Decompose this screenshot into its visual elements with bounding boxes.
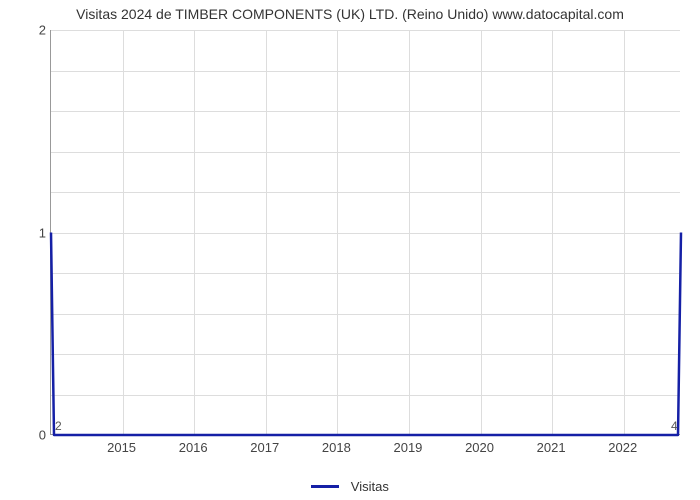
x-tick-label: 2019	[393, 440, 422, 455]
y-tick-label: 2	[28, 23, 46, 38]
y-tick-label: 0	[28, 428, 46, 443]
x-tick-label: 2022	[608, 440, 637, 455]
y-tick-label: 1	[28, 225, 46, 240]
x-tick-label: 2021	[537, 440, 566, 455]
x-tick-label: 2018	[322, 440, 351, 455]
data-point-label: 2	[55, 419, 62, 433]
chart-container: Visitas 2024 de TIMBER COMPONENTS (UK) L…	[0, 0, 700, 500]
data-point-label: 4	[671, 419, 678, 433]
legend-label: Visitas	[351, 479, 389, 494]
legend-swatch	[311, 485, 339, 488]
x-tick-label: 2015	[107, 440, 136, 455]
line-series	[51, 30, 680, 434]
plot-area: 24	[50, 30, 680, 435]
chart-title: Visitas 2024 de TIMBER COMPONENTS (UK) L…	[0, 6, 700, 22]
legend: Visitas	[0, 478, 700, 494]
x-tick-label: 2020	[465, 440, 494, 455]
x-tick-label: 2017	[250, 440, 279, 455]
x-tick-label: 2016	[179, 440, 208, 455]
